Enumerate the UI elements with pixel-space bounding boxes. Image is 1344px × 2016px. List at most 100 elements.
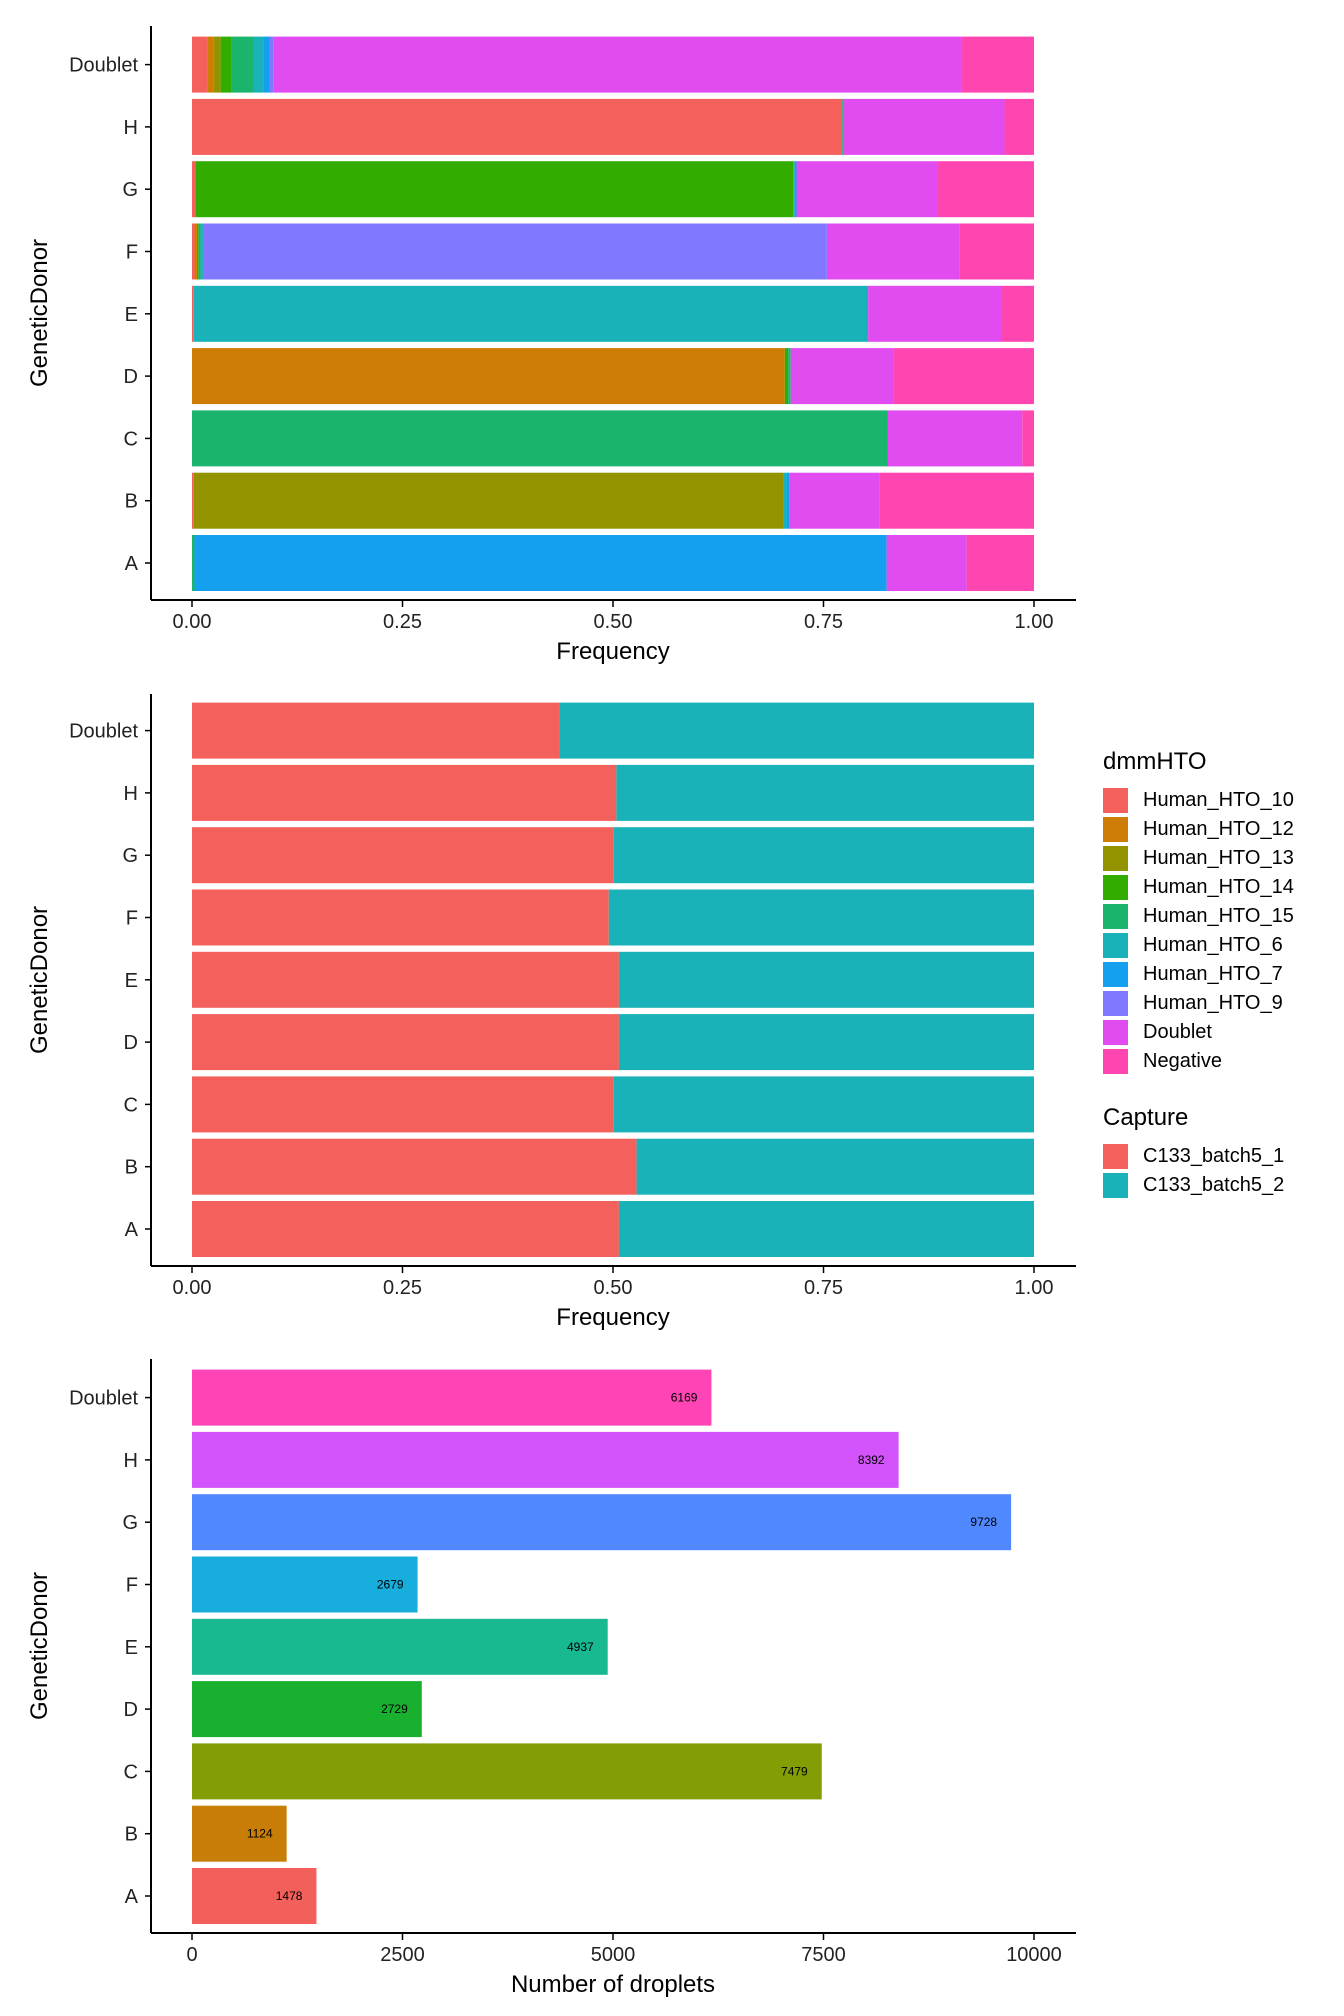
y-tick-label: H (124, 1450, 138, 1472)
bar-segment (868, 285, 1003, 342)
bar-segment (786, 472, 790, 529)
bar-segment (207, 36, 214, 93)
legend-title: Capture (1103, 1104, 1189, 1131)
bar-segment (192, 1138, 637, 1195)
bar-segment (618, 1014, 1034, 1071)
bar-segment (618, 1201, 1034, 1257)
x-tick-label: 7500 (801, 1944, 846, 1966)
bar-segment (197, 223, 199, 280)
bar-segment (200, 223, 203, 280)
bar-segment (842, 98, 1005, 155)
bar-segment (192, 702, 560, 759)
bar (192, 1431, 899, 1488)
bar-segment (194, 223, 198, 280)
data-label: 2679 (377, 1578, 404, 1592)
bar-segment (192, 285, 194, 342)
bar-segment (269, 36, 274, 93)
y-tick-label: A (125, 1219, 139, 1241)
x-tick-label: 0 (186, 1944, 197, 1966)
bar-segment (826, 223, 960, 280)
bar-segment (966, 535, 1034, 591)
legend-key (1103, 991, 1128, 1016)
bar-segment (959, 223, 1034, 280)
legend-item: C133_batch5_2 (1103, 1171, 1284, 1200)
x-tick-label: 0.00 (173, 1277, 212, 1299)
y-tick-label: C (124, 1094, 138, 1116)
x-tick-label: 10000 (1006, 1944, 1062, 1966)
x-tick-label: 2500 (380, 1944, 425, 1966)
legend-key (1103, 1173, 1128, 1198)
bar-segment (194, 535, 887, 591)
bar (192, 1805, 287, 1862)
bar-segment (789, 472, 880, 529)
y-tick-label: D (124, 1032, 138, 1054)
bar-segment (192, 161, 196, 218)
legend-title: dmmHTO (1103, 748, 1207, 775)
legend-key (1103, 788, 1128, 813)
bar-segment (790, 348, 894, 405)
x-tick-label: 0.25 (383, 611, 422, 633)
bar-segment (784, 348, 789, 405)
legend-dmmhto: dmmHTO Human_HTO_10 Human_HTO_12 Human_HTO… (1103, 748, 1294, 1076)
bar-segment (887, 410, 1023, 467)
bar-segment (796, 161, 939, 218)
bar-segment (192, 535, 195, 591)
bar-segment (263, 36, 270, 93)
y-tick-label: C (124, 428, 138, 450)
x-tick-label: 1.00 (1015, 1277, 1054, 1299)
bar-segment (961, 36, 1034, 93)
bar-segment (192, 889, 609, 946)
y-tick-label: Doublet (69, 721, 138, 743)
bar (192, 1494, 1012, 1551)
bar-segment (193, 472, 784, 529)
bar-segment (198, 223, 201, 280)
bar-segment (1022, 410, 1034, 467)
y-tick-label: H (124, 783, 138, 805)
legend-item: Negative (1103, 1047, 1294, 1076)
legend-label: Human_HTO_13 (1143, 847, 1294, 869)
bar-segment (192, 348, 785, 405)
legend-item: Human_HTO_7 (1103, 960, 1294, 989)
legend-item: C133_batch5_1 (1103, 1142, 1284, 1171)
legend-key (1103, 846, 1128, 871)
bar-segment (220, 36, 232, 93)
x-tick-label: 0.50 (594, 611, 633, 633)
legend-label: Human_HTO_7 (1143, 963, 1283, 985)
x-axis-title: Number of droplets (511, 1971, 715, 1998)
y-tick-label: C (124, 1761, 138, 1783)
x-tick-label: 0.00 (173, 611, 212, 633)
bar (192, 1556, 418, 1613)
y-tick-label: D (124, 366, 138, 388)
y-tick-label: E (125, 304, 138, 326)
bar-segment (793, 161, 795, 218)
legend-label: C133_batch5_1 (1143, 1145, 1285, 1167)
y-tick-label: E (125, 1637, 138, 1659)
bar-segment (192, 472, 194, 529)
x-tick-label: 0.25 (383, 1277, 422, 1299)
bar-segment (192, 223, 195, 280)
bar-segment (893, 348, 1034, 405)
bar-segment (616, 764, 1034, 821)
legend-item: Human_HTO_10 (1103, 786, 1294, 815)
bar-segment (231, 36, 254, 93)
bar-segment (886, 535, 967, 591)
bar-segment (253, 36, 264, 93)
legend-item: Doublet (1103, 1018, 1294, 1047)
y-tick-label: F (126, 908, 138, 930)
x-axis-title: Frequency (556, 1304, 669, 1331)
bar-segment (613, 1076, 1034, 1133)
legend-item: Human_HTO_9 (1103, 989, 1294, 1018)
bar-segment (938, 161, 1034, 218)
legend-label: Human_HTO_9 (1143, 992, 1283, 1014)
legend-item: Human_HTO_6 (1103, 931, 1294, 960)
bar (192, 1681, 422, 1738)
x-tick-label: 5000 (591, 1944, 636, 1966)
bar-segment (213, 36, 221, 93)
legend-key (1103, 904, 1128, 929)
y-tick-label: F (126, 1575, 138, 1597)
data-label: 1124 (247, 1827, 273, 1841)
bar-segment (192, 36, 208, 93)
x-tick-label: 1.00 (1015, 611, 1054, 633)
legend-key (1103, 933, 1128, 958)
legend-label: Doublet (1143, 1021, 1212, 1043)
